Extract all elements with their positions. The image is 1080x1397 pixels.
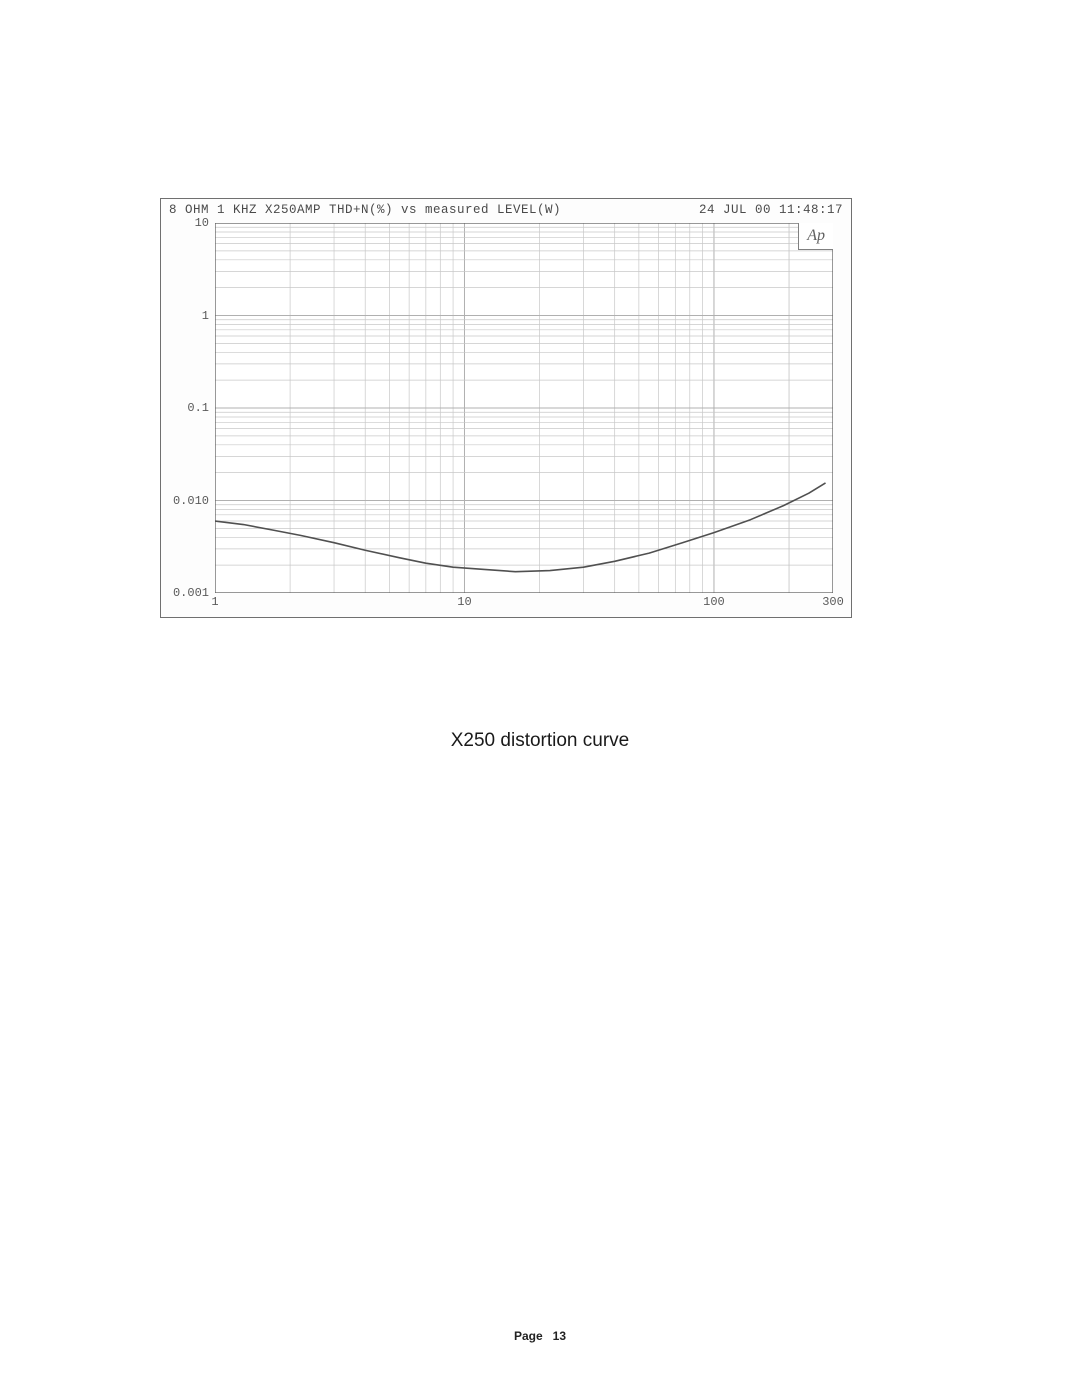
figure-caption: X250 distortion curve <box>0 730 1080 752</box>
y-tick-label: 0.010 <box>173 494 209 508</box>
y-tick-label: 0.1 <box>187 401 209 415</box>
page-number: 13 <box>553 1329 566 1343</box>
y-tick-label: 1 <box>202 309 209 323</box>
x-tick-label: 1 <box>211 595 218 609</box>
distortion-chart <box>215 223 833 593</box>
chart-panel: 8 OHM 1 KHZ X250AMP THD+N(%) vs measured… <box>160 198 852 618</box>
y-tick-label: 10 <box>195 216 209 230</box>
x-tick-label: 100 <box>703 595 725 609</box>
document-page: 8 OHM 1 KHZ X250AMP THD+N(%) vs measured… <box>0 0 1080 1397</box>
ap-logo: Ap <box>798 223 833 250</box>
chart-title: 8 OHM 1 KHZ X250AMP THD+N(%) vs measured… <box>169 203 561 217</box>
page-footer: Page 13 <box>0 1329 1080 1343</box>
plot-wrap: Ap1010.10.0100.001110100300 <box>161 223 851 617</box>
x-tick-label: 10 <box>457 595 471 609</box>
plot-area: Ap1010.10.0100.001110100300 <box>215 223 833 593</box>
x-tick-label: 300 <box>822 595 844 609</box>
chart-datestamp: 24 JUL 00 11:48:17 <box>699 203 843 217</box>
y-tick-label: 0.001 <box>173 586 209 600</box>
chart-header: 8 OHM 1 KHZ X250AMP THD+N(%) vs measured… <box>161 199 851 219</box>
page-label: Page <box>514 1329 543 1343</box>
